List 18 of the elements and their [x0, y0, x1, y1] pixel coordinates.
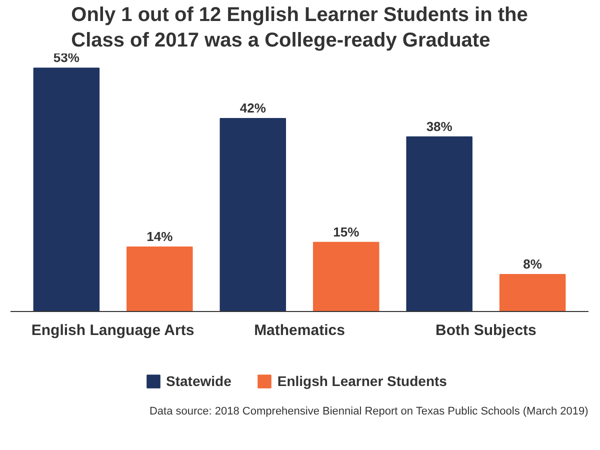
source-note: Data source: 2018 Comprehensive Biennial Report on Texas Public Schools (March 2019) [149, 406, 588, 418]
data-label: 42% [240, 100, 266, 116]
bar [33, 68, 100, 312]
data-label: 38% [426, 118, 453, 134]
bar [220, 118, 286, 312]
data-label: 8% [523, 256, 542, 272]
legend-label: Statewide [166, 373, 232, 389]
bar [406, 136, 472, 312]
bar [499, 274, 566, 312]
legend-label: Enligsh Learner Students [277, 373, 447, 389]
x-tick-label: Mathematics [254, 322, 345, 340]
data-label: 14% [146, 229, 174, 244]
bar [126, 246, 193, 312]
chart-title: Only 1 out of 12 English Learner Students in the Class of 2017 was a College-ready Graduate [71, 4, 528, 52]
x-tick-label: Both Subjects [436, 322, 536, 340]
bar [312, 242, 380, 312]
data-label: 15% [333, 224, 360, 240]
x-tick-label: English Language Arts [31, 322, 194, 340]
